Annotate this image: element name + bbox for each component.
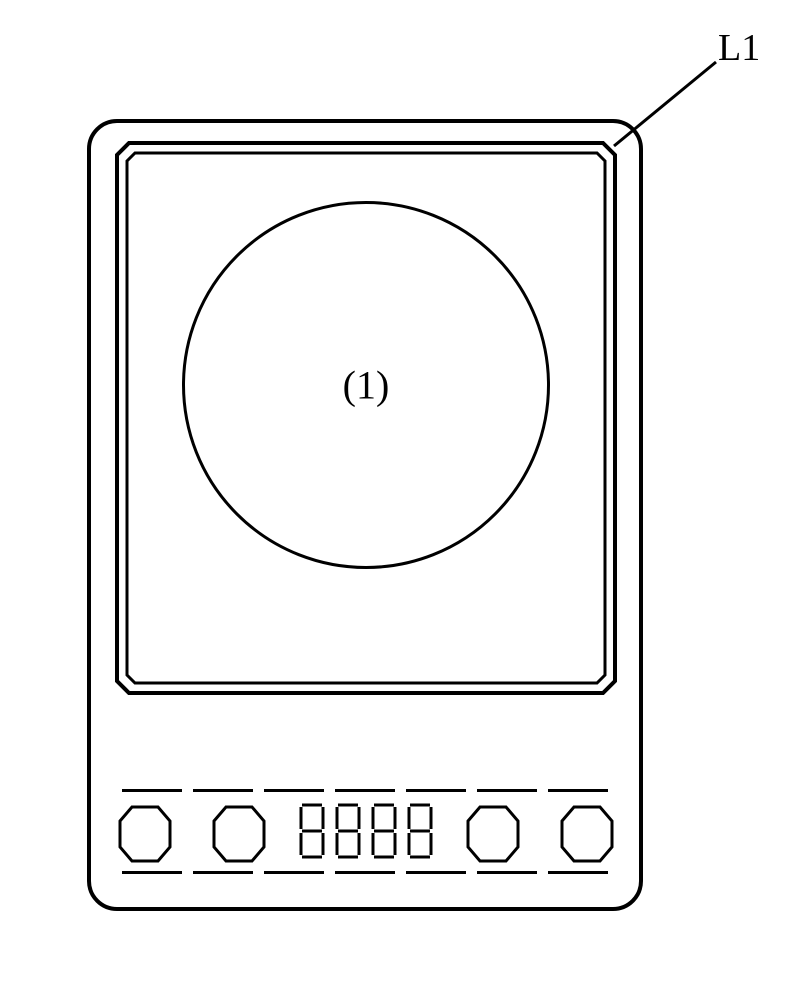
knob-1 [120,807,170,861]
segment-display [296,801,436,861]
device-diagram: (1) [87,119,643,911]
segment-digit-2 [332,801,364,861]
control-panel [112,795,618,870]
heater-circle-label: (1) [343,362,390,409]
segment-digit-3 [368,801,400,861]
knob-3 [468,807,518,861]
segment-digit-4 [404,801,436,861]
callout-label: L1 [718,26,760,70]
knob-4 [562,807,612,861]
segment-digit-1 [296,801,328,861]
knob-2 [214,807,264,861]
cooktop-panel: (1) [115,141,617,695]
heater-circle: (1) [182,201,550,569]
